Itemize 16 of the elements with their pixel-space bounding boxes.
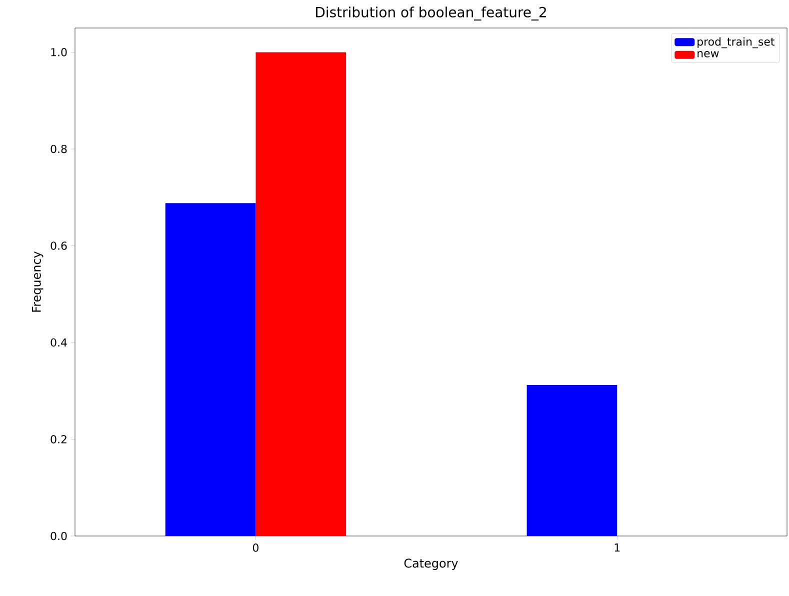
bar [256,52,346,536]
bar [165,203,256,536]
chart-title: Distribution of boolean_feature_2 [316,6,546,21]
x-axis-title: Category [404,558,458,570]
bar [526,385,618,536]
y-tick-label: 0.6 [50,242,67,250]
y-tick-label: 0.4 [50,338,67,347]
legend-label: new [698,51,719,58]
y-tick-label: 0.2 [50,435,66,444]
y-tick-label: 0.8 [50,144,67,154]
y-tick-label: 1.0 [51,48,67,56]
y-axis-title: Frequency [32,251,44,312]
x-tick-label: 0 [252,544,258,552]
y-tick-label: 0.0 [50,532,67,540]
x-tick-label: 1 [614,544,620,552]
legend-label: prod_train_set [698,37,774,48]
